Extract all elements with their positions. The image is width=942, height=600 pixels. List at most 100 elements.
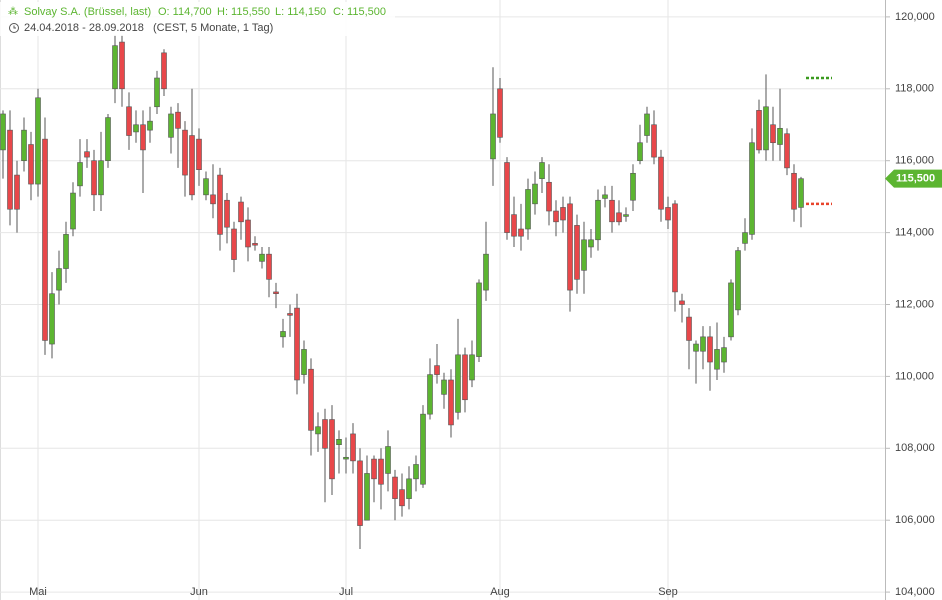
candle-body bbox=[182, 129, 188, 176]
candle-body bbox=[469, 354, 475, 381]
x-tick-label: Sep bbox=[658, 586, 678, 598]
candle-body bbox=[623, 214, 629, 217]
clock-hand bbox=[13, 25, 16, 29]
candle-body bbox=[224, 199, 230, 228]
candle-body bbox=[252, 243, 258, 246]
candle-body bbox=[679, 300, 685, 305]
ohlc-label: C: 115,500 bbox=[333, 6, 386, 18]
candle-body bbox=[602, 194, 608, 199]
subtitle: 24.04.2018 - 28.09.2018 bbox=[24, 22, 144, 34]
candle-body bbox=[511, 214, 517, 237]
candle-body bbox=[336, 439, 342, 445]
last-price-tag bbox=[885, 169, 942, 188]
y-tick-label: 112,000 bbox=[895, 298, 934, 310]
y-tick-label: 116,000 bbox=[895, 155, 934, 167]
candle-body bbox=[525, 189, 531, 230]
x-tick-label: Aug bbox=[490, 586, 510, 598]
candle-body bbox=[378, 458, 384, 485]
candle-body bbox=[238, 201, 244, 223]
last-price-label: 115,500 bbox=[896, 173, 935, 185]
candle-body bbox=[798, 178, 804, 208]
candle-body bbox=[84, 151, 90, 158]
candle-body bbox=[756, 110, 762, 151]
candle-body bbox=[497, 88, 503, 138]
candle-body bbox=[777, 128, 783, 145]
chart-icon: ⁂ bbox=[8, 7, 18, 18]
candle-body bbox=[462, 354, 468, 401]
y-tick-label: 120,000 bbox=[895, 11, 935, 23]
candle-body bbox=[294, 307, 300, 381]
y-tick-label: 108,000 bbox=[895, 442, 935, 454]
candle-body bbox=[420, 413, 426, 485]
candle-body bbox=[658, 156, 664, 210]
clock-icon bbox=[9, 23, 19, 33]
candle-body bbox=[595, 199, 601, 241]
candle-body bbox=[119, 41, 125, 90]
candle-body bbox=[322, 419, 328, 449]
candle-body bbox=[539, 162, 545, 179]
candle-body bbox=[581, 239, 587, 271]
candle-body bbox=[763, 106, 769, 151]
candle-body bbox=[532, 183, 538, 205]
candle-body bbox=[147, 120, 153, 131]
candle-body bbox=[686, 316, 692, 341]
candle-body bbox=[217, 174, 223, 235]
candle-body bbox=[287, 313, 293, 316]
candle-body bbox=[0, 113, 6, 151]
y-tick-label: 114,000 bbox=[895, 227, 934, 239]
candle-body bbox=[357, 460, 363, 526]
candle-body bbox=[56, 268, 62, 291]
x-tick-label: Jun bbox=[190, 586, 208, 598]
candle-body bbox=[770, 124, 776, 144]
candle-body bbox=[553, 210, 559, 223]
candle-body bbox=[133, 124, 139, 133]
x-tick-label: Jul bbox=[339, 586, 353, 598]
ohlc-label: O: 114,700 bbox=[158, 6, 212, 18]
candle-body bbox=[413, 464, 419, 480]
candle-body bbox=[392, 476, 398, 499]
candle-body bbox=[448, 379, 454, 426]
candle-body bbox=[77, 162, 83, 187]
candle-body bbox=[315, 426, 321, 435]
candle-body bbox=[714, 349, 720, 370]
candle-body bbox=[427, 374, 433, 415]
candle-body bbox=[196, 138, 202, 170]
candle-body bbox=[161, 52, 167, 90]
candle-body bbox=[42, 138, 48, 341]
x-tick-label: Mai bbox=[29, 586, 47, 598]
candle-body bbox=[567, 203, 573, 291]
y-tick-label: 118,000 bbox=[895, 83, 934, 95]
candle-body bbox=[91, 160, 97, 196]
candle-body bbox=[189, 135, 195, 196]
header-bg bbox=[0, 2, 395, 36]
candle-body bbox=[672, 203, 678, 293]
candle-body bbox=[140, 124, 146, 151]
candle-body bbox=[245, 219, 251, 248]
candle-body bbox=[728, 282, 734, 338]
candle-body bbox=[693, 343, 699, 352]
candle-body bbox=[434, 365, 440, 375]
candle-body bbox=[735, 250, 741, 311]
candle-body bbox=[518, 228, 524, 237]
candle-body bbox=[441, 379, 447, 395]
candle-body bbox=[231, 228, 237, 260]
candle-body bbox=[98, 160, 104, 196]
candle-body bbox=[28, 144, 34, 185]
candle-body bbox=[483, 253, 489, 291]
candle-body bbox=[112, 45, 118, 90]
candle-body bbox=[637, 142, 643, 161]
candle-body bbox=[175, 111, 181, 129]
candle-body bbox=[749, 142, 755, 235]
candle-body bbox=[588, 239, 594, 248]
candle-body bbox=[721, 347, 727, 363]
candle-body bbox=[350, 433, 356, 462]
ohlc-label: L: 114,150 bbox=[275, 6, 326, 18]
y-tick-label: 110,000 bbox=[895, 370, 934, 382]
candle-body bbox=[791, 172, 797, 210]
candle-body bbox=[343, 456, 349, 460]
candle-body bbox=[168, 113, 174, 138]
candle-body bbox=[14, 174, 20, 210]
candle-body bbox=[280, 331, 286, 338]
